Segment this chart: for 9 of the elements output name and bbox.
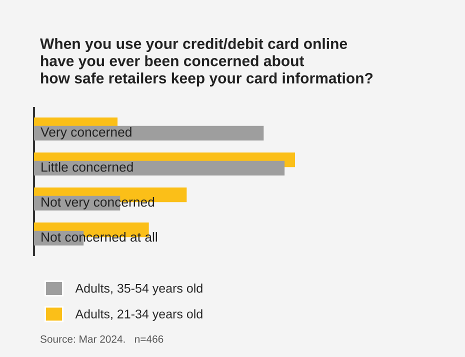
source-note: Source: Mar 2024. n=466	[40, 335, 164, 343]
y-tick-label: Not very concerned	[42, 197, 154, 210]
legend-label: Adults, 21-34 years old	[75, 309, 202, 321]
bar	[34, 160, 285, 176]
bar	[34, 126, 264, 141]
legend-label: Adults, 35-54 years old	[75, 284, 202, 296]
chart-title: When you use your credit/debit card online have you ever been concerned about how safe retailers keep your card information?	[40, 38, 373, 86]
y-tick-label: Very concerned	[40, 127, 132, 140]
y-tick-label: Little concerned	[42, 162, 133, 172]
